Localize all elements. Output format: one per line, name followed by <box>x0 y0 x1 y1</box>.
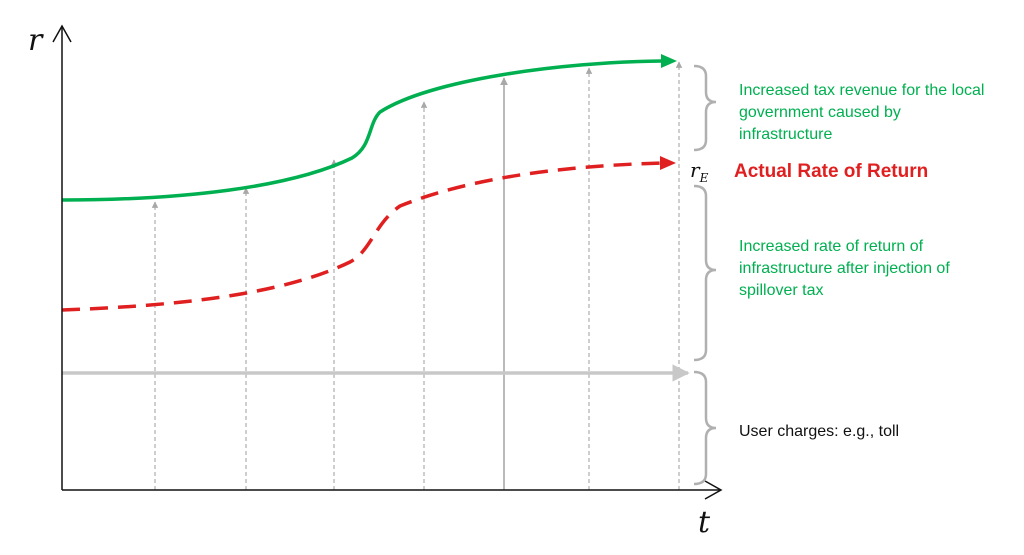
y-axis-arrowhead <box>52 24 72 43</box>
x-axis-label: t <box>698 505 711 540</box>
brace-user-charges-icon <box>693 370 717 486</box>
vertical-arrows <box>151 61 683 490</box>
braces <box>693 64 717 486</box>
tax-revenue-label: Increased tax revenue for the local gove… <box>739 82 985 143</box>
axes <box>52 24 723 500</box>
actual-return-arrowhead <box>660 156 676 170</box>
r-e-sub: E <box>699 171 709 185</box>
spillover-label: Increased rate of return of infrastructu… <box>739 238 950 299</box>
actual-return-label: Actual Rate of Return <box>734 161 929 182</box>
r-e-label: rE <box>690 158 708 185</box>
user-charges-label: User charges: e.g., toll <box>739 423 900 440</box>
x-axis-arrowhead <box>704 480 723 500</box>
actual-return-curve <box>61 161 663 312</box>
brace-spillover-icon <box>693 184 717 362</box>
brace-tax-revenue-icon <box>693 64 717 152</box>
tax-revenue-curve <box>61 59 663 202</box>
tax-revenue-arrowhead <box>661 54 677 68</box>
r-e-base: r <box>690 158 700 182</box>
y-axis-label: r <box>28 23 44 58</box>
